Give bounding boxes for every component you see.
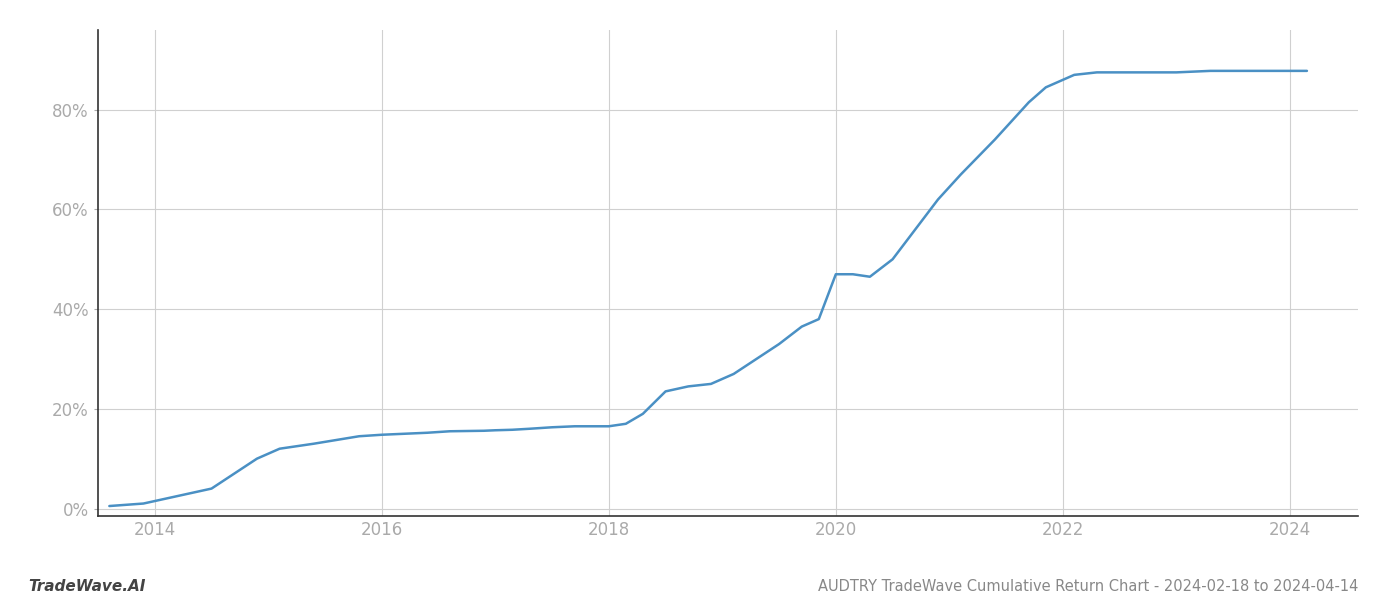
- Text: AUDTRY TradeWave Cumulative Return Chart - 2024-02-18 to 2024-04-14: AUDTRY TradeWave Cumulative Return Chart…: [818, 579, 1358, 594]
- Text: TradeWave.AI: TradeWave.AI: [28, 579, 146, 594]
